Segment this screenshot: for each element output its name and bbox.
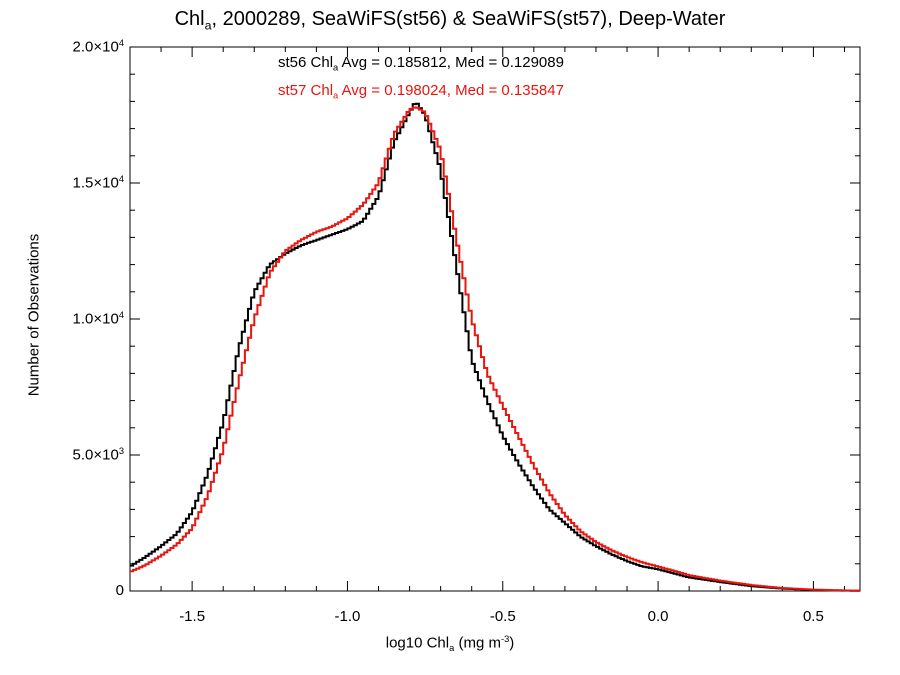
x-tick-label: -0.5 xyxy=(489,608,516,625)
x-tick-label: -1.5 xyxy=(179,608,206,625)
series-st56-line xyxy=(130,102,860,592)
series-st57-line xyxy=(130,106,860,592)
y-tick-label: 2.0×104 xyxy=(0,38,124,56)
y-tick-exponent: 4 xyxy=(118,310,124,320)
x-axis-label: log10 Chla (mg m-3) xyxy=(385,634,515,653)
st57-stats-annotation: st57 Chla Avg = 0.198024, Med = 0.135847 xyxy=(278,82,564,101)
y-tick-exponent: 4 xyxy=(118,174,124,184)
y-tick-mantissa: 5.0×10 xyxy=(72,446,119,464)
y-tick-label: 1.5×104 xyxy=(0,174,124,192)
chart-title: Chla, 2000289, SeaWiFS(st56) & SeaWiFS(s… xyxy=(174,8,726,33)
y-tick-mantissa: 1.5×10 xyxy=(72,174,119,192)
y-tick-exponent: 4 xyxy=(118,38,124,48)
st56-stats-annotation: st56 Chla Avg = 0.185812, Med = 0.129089 xyxy=(278,54,564,73)
x-tick-label: 0.0 xyxy=(647,608,669,625)
x-tick-label: 0.5 xyxy=(802,608,824,625)
y-tick-mantissa: 1.0×10 xyxy=(72,310,119,328)
y-tick-label: 1.0×104 xyxy=(0,310,124,328)
y-tick-label: 0 xyxy=(0,582,124,599)
y-tick-label: 5.0×103 xyxy=(0,446,124,464)
y-tick-mantissa: 2.0×10 xyxy=(72,38,119,56)
y-tick-mantissa: 0 xyxy=(115,582,124,599)
plot-frame xyxy=(129,46,861,592)
x-tick-label: -1.0 xyxy=(334,608,361,625)
axis-ticks xyxy=(129,46,860,592)
y-tick-exponent: 3 xyxy=(118,446,124,456)
series-layer xyxy=(130,102,860,592)
